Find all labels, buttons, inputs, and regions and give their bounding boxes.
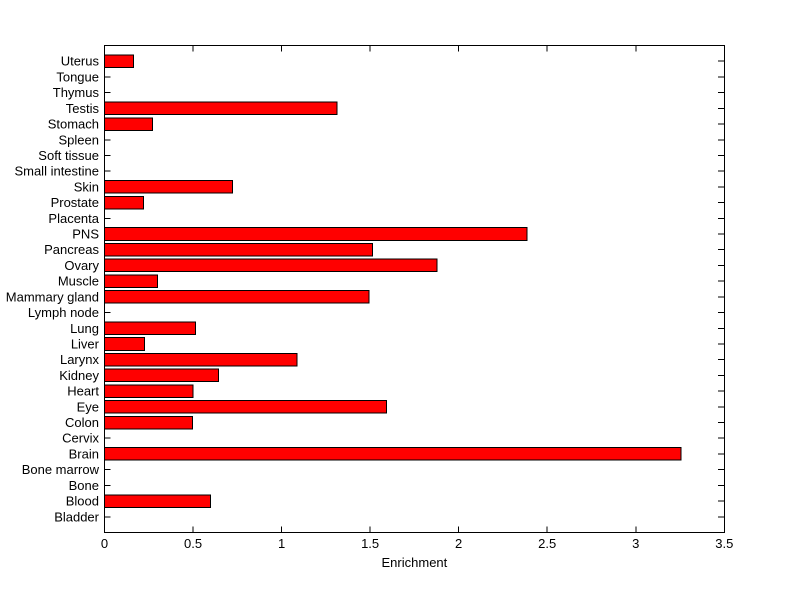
svg-text:Pancreas: Pancreas: [44, 242, 99, 257]
svg-text:Skin: Skin: [74, 179, 99, 194]
svg-text:Colon: Colon: [65, 415, 99, 430]
svg-text:PNS: PNS: [72, 227, 99, 242]
svg-text:Kidney: Kidney: [59, 368, 99, 383]
svg-text:1.5: 1.5: [361, 536, 379, 551]
svg-text:Brain: Brain: [69, 446, 99, 461]
svg-text:Blood: Blood: [66, 494, 99, 509]
svg-text:Thymus: Thymus: [53, 85, 100, 100]
svg-text:Liver: Liver: [71, 336, 100, 351]
svg-text:Enrichment: Enrichment: [382, 555, 448, 570]
svg-text:Small intestine: Small intestine: [14, 164, 99, 179]
svg-text:Bladder: Bladder: [54, 509, 99, 524]
svg-text:Stomach: Stomach: [48, 117, 99, 132]
svg-text:Cervix: Cervix: [62, 431, 99, 446]
svg-text:2: 2: [455, 536, 462, 551]
svg-text:Mammary gland: Mammary gland: [6, 289, 99, 304]
svg-text:3: 3: [632, 536, 639, 551]
svg-text:Soft tissue: Soft tissue: [38, 148, 99, 163]
svg-text:Lymph node: Lymph node: [28, 305, 99, 320]
svg-text:Placenta: Placenta: [48, 211, 99, 226]
svg-text:Spleen: Spleen: [59, 132, 99, 147]
svg-text:3.5: 3.5: [715, 536, 733, 551]
svg-text:Prostate: Prostate: [51, 195, 99, 210]
svg-text:Muscle: Muscle: [58, 274, 99, 289]
svg-text:2.5: 2.5: [538, 536, 556, 551]
svg-text:Ovary: Ovary: [64, 258, 99, 273]
svg-text:Testis: Testis: [66, 101, 100, 116]
svg-text:Uterus: Uterus: [61, 54, 100, 69]
svg-text:Tongue: Tongue: [56, 69, 99, 84]
svg-text:Eye: Eye: [77, 399, 99, 414]
svg-text:0.5: 0.5: [184, 536, 202, 551]
svg-text:0: 0: [101, 536, 108, 551]
svg-text:Heart: Heart: [67, 384, 99, 399]
svg-text:1: 1: [278, 536, 285, 551]
svg-text:Bone: Bone: [69, 478, 99, 493]
svg-text:Larynx: Larynx: [60, 352, 100, 367]
svg-text:Lung: Lung: [70, 321, 99, 336]
svg-text:Bone marrow: Bone marrow: [22, 462, 100, 477]
